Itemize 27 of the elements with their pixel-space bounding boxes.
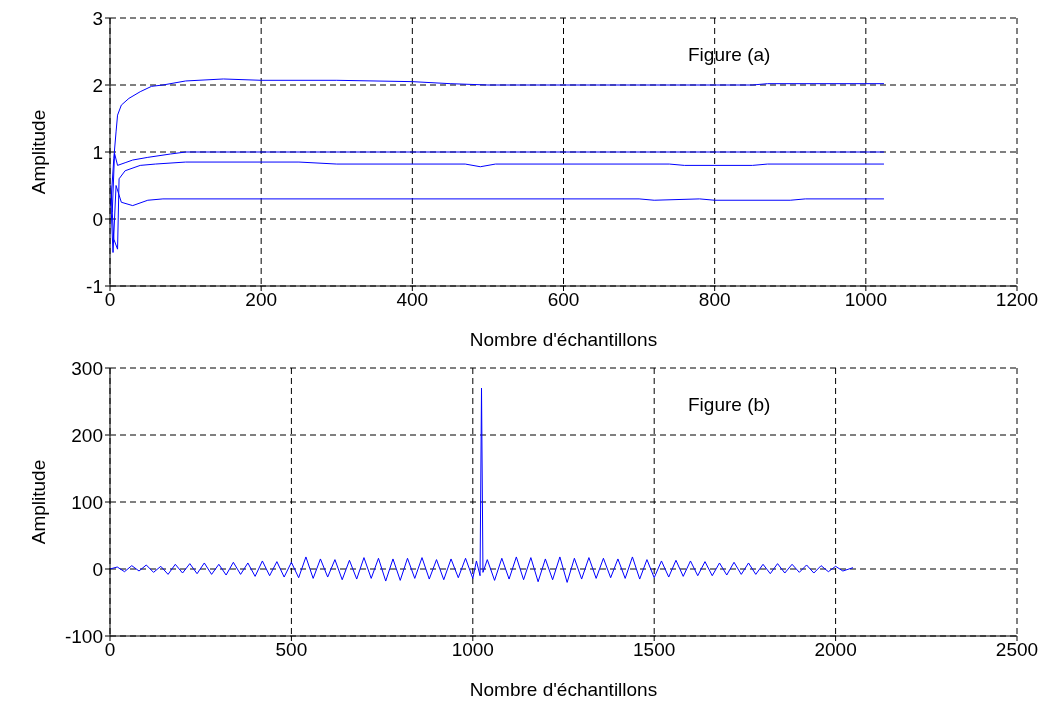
- y-tick-label: 300: [71, 357, 103, 379]
- y-tick-label: 100: [71, 491, 103, 513]
- x-tick-label: 400: [396, 289, 429, 311]
- y-tick-label: 0: [92, 208, 103, 230]
- x-tick-label: 600: [547, 289, 580, 311]
- x-tick-label: 1500: [633, 639, 676, 661]
- y-axis-title: Amplitude: [27, 109, 49, 195]
- x-tick-label: 200: [245, 289, 278, 311]
- x-tick-label: 1000: [844, 289, 887, 311]
- y-axis-title: Amplitude: [27, 459, 49, 545]
- x-tick-label: 1200: [995, 289, 1039, 311]
- x-tick-label: 2500: [995, 639, 1039, 661]
- annotation: Figure (b): [688, 394, 771, 416]
- y-tick-label: 3: [92, 7, 103, 29]
- annotation: Figure (a): [688, 44, 771, 66]
- x-tick-label: 2000: [814, 639, 857, 661]
- x-tick-label: 500: [275, 639, 308, 661]
- y-tick-label: -1: [86, 275, 103, 297]
- y-tick-label: 2: [92, 74, 103, 96]
- y-tick-label: 0: [92, 558, 103, 580]
- x-tick-label: 1000: [451, 639, 494, 661]
- x-axis-title: Nombre d'échantillons: [469, 329, 658, 350]
- y-tick-label: 200: [71, 424, 103, 446]
- x-axis-title: Nombre d'échantillons: [469, 679, 658, 700]
- y-tick-label: 1: [92, 141, 103, 163]
- x-tick-label: 800: [698, 289, 731, 311]
- y-tick-label: -100: [64, 625, 103, 647]
